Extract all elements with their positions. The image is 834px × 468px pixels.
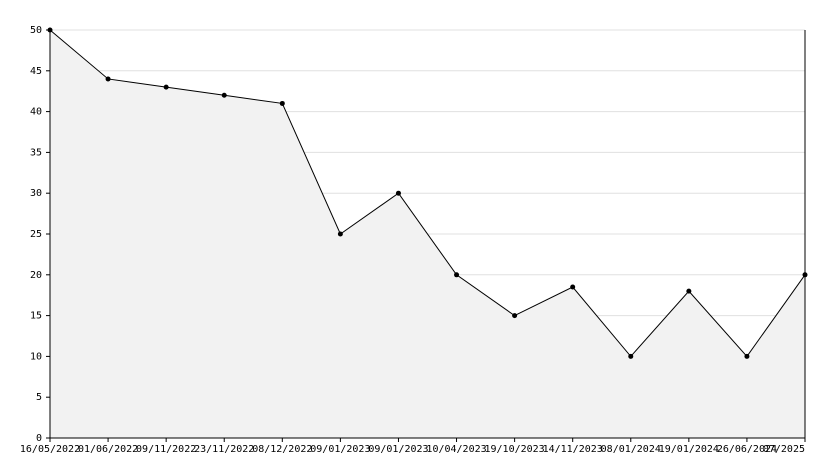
y-tick-label: 20	[30, 270, 42, 281]
marker	[628, 353, 634, 359]
y-tick-label: 45	[30, 66, 42, 77]
y-tick-label: 50	[30, 25, 42, 36]
y-tick-label: 10	[30, 351, 42, 362]
y-tick-label: 35	[30, 147, 42, 158]
marker	[395, 190, 401, 196]
y-tick-label: 30	[30, 188, 42, 199]
x-tick-label: 01/06/2022	[78, 444, 138, 455]
x-tick-label: 09/01/2023	[310, 444, 370, 455]
marker	[105, 76, 111, 82]
marker	[163, 84, 169, 90]
x-tick-label: 23/11/2022	[194, 444, 254, 455]
x-tick-label: 19/01/2024	[659, 444, 719, 455]
x-tick-label: 08/12/2022	[252, 444, 312, 455]
y-tick-label: 15	[30, 311, 42, 322]
x-tick-label: 09/01/2023	[368, 444, 428, 455]
marker	[686, 288, 692, 294]
y-tick-label: 0	[36, 433, 42, 444]
y-tick-label: 40	[30, 107, 42, 118]
x-tick-label: 14/11/2023	[543, 444, 603, 455]
x-tick-label: 08/01/2024	[601, 444, 661, 455]
marker	[512, 313, 518, 319]
x-tick-label: 10/04/2023	[426, 444, 486, 455]
y-tick-label: 5	[36, 392, 42, 403]
x-tick-label: 19/10/2023	[485, 444, 545, 455]
marker	[279, 100, 285, 106]
marker	[454, 272, 460, 278]
x-tick-label: 26/06/2024	[717, 444, 777, 455]
x-tick-label: 07/2025	[763, 444, 805, 455]
x-tick-label: 16/05/2022	[20, 444, 80, 455]
y-tick-label: 25	[30, 229, 42, 240]
x-tick-label: 09/11/2022	[136, 444, 196, 455]
marker	[570, 284, 576, 290]
marker	[744, 353, 750, 359]
marker	[337, 231, 343, 237]
line	[49, 29, 806, 358]
marker	[221, 92, 227, 98]
